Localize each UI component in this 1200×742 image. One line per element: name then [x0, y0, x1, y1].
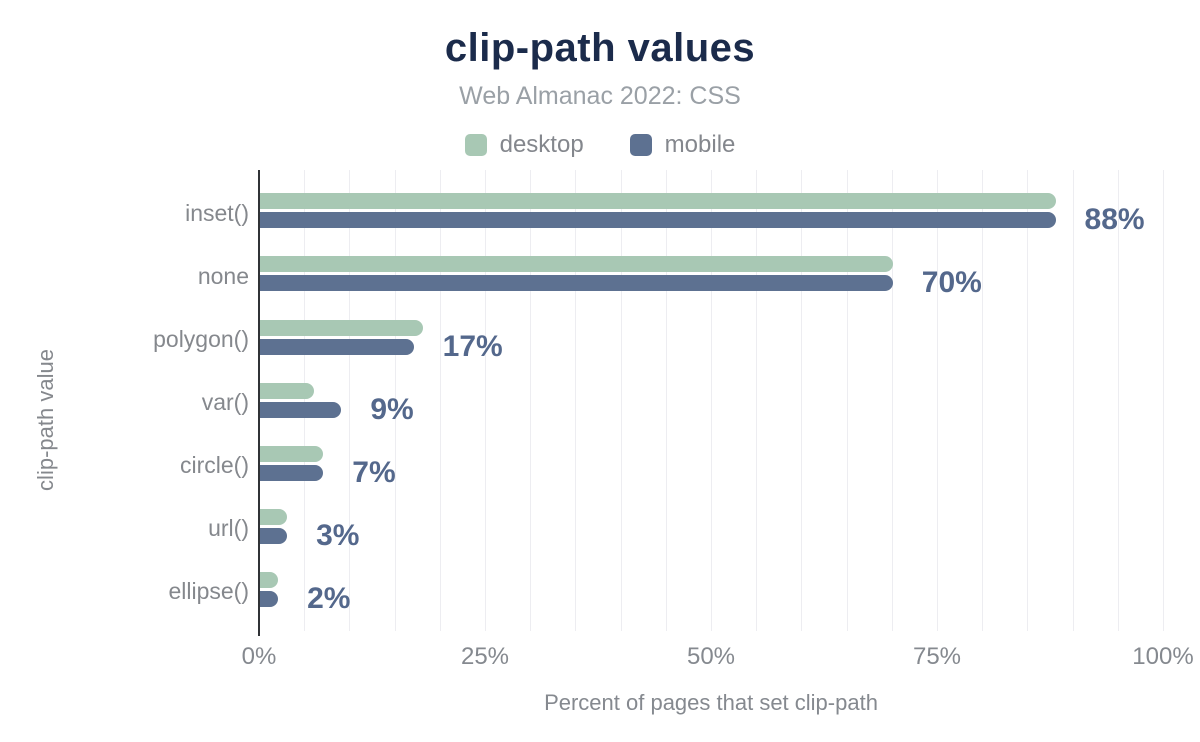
value-label: 70% — [921, 266, 982, 300]
chart-title: clip-path values — [444, 26, 756, 70]
value-label: 9% — [370, 392, 414, 426]
gridline — [439, 170, 441, 631]
x-axis-title: Percent of pages that set clip-path — [544, 690, 878, 715]
bar-desktop — [260, 193, 1056, 210]
value-label: 17% — [442, 329, 503, 363]
gridline — [756, 170, 758, 631]
bar-desktop — [260, 256, 893, 273]
bar-mobile — [260, 338, 414, 355]
category-label: url() — [208, 515, 249, 542]
category-label: none — [197, 262, 249, 289]
category-label: ellipse() — [168, 578, 249, 605]
bar-desktop — [260, 382, 315, 399]
gridline — [801, 170, 803, 631]
bar-mobile — [260, 527, 288, 544]
bar-desktop — [260, 319, 423, 336]
x-tick-label: 100% — [1132, 643, 1194, 670]
bar-desktop — [260, 445, 324, 462]
legend-item-mobile: mobile — [629, 131, 736, 159]
gridline — [575, 170, 577, 631]
bar-mobile — [260, 275, 893, 292]
gridline — [349, 170, 351, 631]
gridline — [1163, 170, 1164, 631]
gridline — [485, 170, 486, 631]
legend-label-desktop: desktop — [499, 131, 584, 158]
x-tick-label: 75% — [912, 643, 962, 670]
x-tick-label: 50% — [686, 643, 736, 670]
gridline — [530, 170, 532, 631]
category-label: inset() — [185, 199, 249, 226]
y-axis-title: clip-path value — [33, 349, 58, 491]
gridline — [620, 170, 622, 631]
value-label: 3% — [316, 518, 360, 552]
legend-item-desktop: desktop — [464, 131, 584, 159]
bar-mobile — [260, 212, 1056, 229]
desktop-swatch-icon — [464, 134, 487, 156]
gridline — [1117, 170, 1119, 631]
value-label: 88% — [1084, 203, 1145, 237]
gridline — [1027, 170, 1029, 631]
x-tick-label: 25% — [460, 643, 510, 670]
gridline — [982, 170, 984, 631]
gridline — [1072, 170, 1074, 631]
y-axis-line — [258, 170, 260, 636]
gridline — [711, 170, 712, 631]
bar-mobile — [260, 401, 342, 418]
x-tick-label: 0% — [241, 643, 277, 670]
gridline — [891, 170, 893, 631]
legend-label-mobile: mobile — [664, 131, 736, 158]
gridline — [937, 170, 938, 631]
value-label: 2% — [307, 581, 351, 615]
gridline — [846, 170, 848, 631]
chart-subtitle: Web Almanac 2022: CSS — [459, 82, 741, 110]
bar-desktop — [260, 508, 288, 525]
category-label: var() — [201, 389, 249, 416]
mobile-swatch-icon — [629, 134, 652, 156]
gridline — [394, 170, 396, 631]
gridline — [304, 170, 306, 631]
legend: desktop mobile — [0, 131, 1200, 159]
bar-mobile — [260, 590, 279, 607]
category-label: polygon() — [153, 326, 249, 352]
category-label: circle() — [180, 452, 249, 479]
bar-mobile — [260, 464, 324, 481]
bar-desktop — [260, 571, 279, 588]
value-label: 7% — [352, 455, 396, 489]
gridline — [665, 170, 667, 631]
